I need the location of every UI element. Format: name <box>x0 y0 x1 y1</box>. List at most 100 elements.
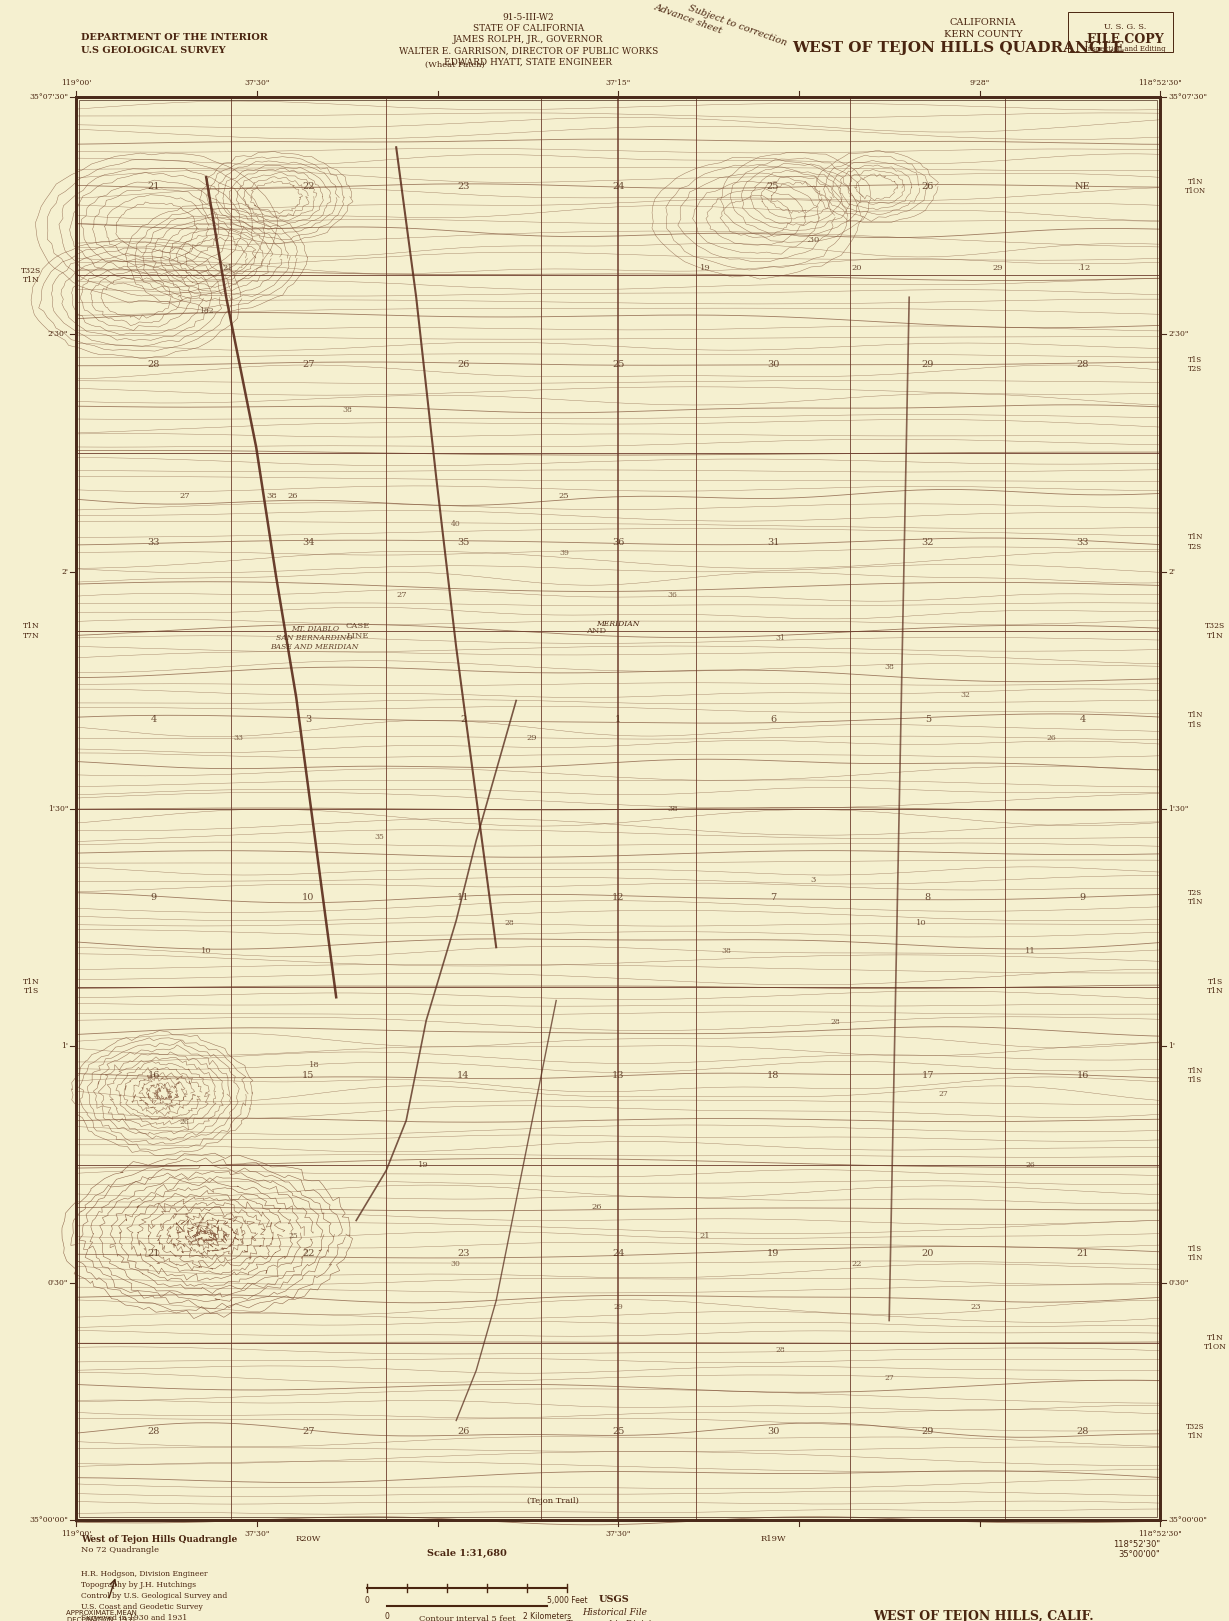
Text: 20: 20 <box>922 1250 934 1258</box>
Text: 20: 20 <box>852 264 862 272</box>
Text: 24: 24 <box>612 1250 624 1258</box>
Text: 29: 29 <box>922 360 934 368</box>
Text: 118°52'30": 118°52'30" <box>1138 1530 1182 1538</box>
Text: 17: 17 <box>922 1071 934 1080</box>
Text: 21: 21 <box>147 182 160 191</box>
Text: T1S
T1N: T1S T1N <box>1207 977 1224 995</box>
Text: 31: 31 <box>767 538 779 546</box>
Text: 23: 23 <box>457 182 469 191</box>
Text: 6: 6 <box>771 715 775 725</box>
Text: 23: 23 <box>971 1303 981 1311</box>
Text: 29: 29 <box>613 1303 623 1311</box>
Text: 15: 15 <box>302 1071 315 1080</box>
Text: NE: NE <box>1075 182 1090 191</box>
Text: MERIDIAN: MERIDIAN <box>596 619 640 627</box>
Text: 37'30": 37'30" <box>245 79 269 88</box>
Text: 182: 182 <box>199 306 214 314</box>
Text: T32S
T1N: T32S T1N <box>21 266 42 284</box>
Text: 40: 40 <box>451 520 461 528</box>
Text: STATE OF CALIFORNIA: STATE OF CALIFORNIA <box>473 24 584 34</box>
Text: 30: 30 <box>767 360 779 368</box>
Text: T1N
T2S: T1N T2S <box>1187 533 1203 551</box>
Text: Historical File: Historical File <box>583 1608 646 1618</box>
Text: 32: 32 <box>922 538 934 546</box>
Text: U.S GEOLOGICAL SURVEY: U.S GEOLOGICAL SURVEY <box>81 47 226 55</box>
Text: Scale 1:31,680: Scale 1:31,680 <box>428 1548 506 1558</box>
Text: 35°00'00": 35°00'00" <box>1118 1551 1160 1559</box>
Text: Inspection and Editing: Inspection and Editing <box>1085 45 1165 53</box>
Text: 3: 3 <box>811 875 816 883</box>
Text: 26: 26 <box>922 182 934 191</box>
Text: 3: 3 <box>305 715 312 725</box>
Text: T1S
T2S: T1S T2S <box>1188 355 1202 373</box>
Text: 22: 22 <box>302 182 315 191</box>
Text: T1N
T1S: T1N T1S <box>23 977 39 995</box>
Text: 27: 27 <box>179 491 190 499</box>
Text: 38: 38 <box>884 663 895 671</box>
Text: 27: 27 <box>396 592 407 600</box>
Text: 26: 26 <box>1025 1161 1035 1169</box>
Text: 9: 9 <box>151 893 156 903</box>
Text: 10: 10 <box>302 893 315 903</box>
Text: 28: 28 <box>830 1018 839 1026</box>
Text: 26: 26 <box>591 1203 602 1211</box>
Text: 5,000 Feet: 5,000 Feet <box>547 1597 587 1605</box>
Text: T1N
T1ON: T1N T1ON <box>1203 1334 1227 1352</box>
Text: 26: 26 <box>457 1426 469 1436</box>
Text: 0'30": 0'30" <box>1169 1279 1188 1287</box>
Text: 38: 38 <box>667 806 677 812</box>
Text: 1': 1' <box>61 1042 68 1050</box>
Text: 38: 38 <box>342 407 353 415</box>
Text: 19: 19 <box>767 1250 779 1258</box>
Text: 119°00': 119°00' <box>61 79 91 88</box>
Text: 25: 25 <box>612 360 624 368</box>
Text: 29: 29 <box>526 734 537 742</box>
Text: 28: 28 <box>1077 360 1089 368</box>
Text: 26: 26 <box>457 360 469 368</box>
Text: 16: 16 <box>1077 1071 1089 1080</box>
Text: T1N
T1ON: T1N T1ON <box>1185 178 1206 195</box>
Text: 28: 28 <box>1077 1426 1089 1436</box>
Text: 12: 12 <box>612 893 624 903</box>
Text: Surveyed in 1930 and 1931: Surveyed in 1930 and 1931 <box>81 1615 188 1621</box>
Text: WEST OF TEJON HILLS QUADRANGLE: WEST OF TEJON HILLS QUADRANGLE <box>793 41 1125 55</box>
Text: 11: 11 <box>1025 947 1036 955</box>
Bar <box>76 97 1160 1520</box>
Text: T1N
T7N: T1N T7N <box>23 622 39 640</box>
Text: 10: 10 <box>202 947 211 955</box>
Text: 119°00': 119°00' <box>61 1530 91 1538</box>
Text: 36: 36 <box>667 592 677 600</box>
Text: 26: 26 <box>179 1118 189 1127</box>
Text: 118°52'30": 118°52'30" <box>1113 1540 1160 1550</box>
Text: 1: 1 <box>614 715 622 725</box>
Text: 19: 19 <box>418 1161 429 1169</box>
Text: No 72 Quadrangle: No 72 Quadrangle <box>81 1546 160 1555</box>
Text: 21: 21 <box>699 1232 710 1240</box>
Text: 26: 26 <box>288 491 299 499</box>
Text: 35°07'30": 35°07'30" <box>1169 94 1207 101</box>
Text: 25: 25 <box>288 1232 297 1240</box>
Text: 26: 26 <box>1047 734 1057 742</box>
Text: U.S. Coast and Geodetic Survey: U.S. Coast and Geodetic Survey <box>81 1603 203 1611</box>
Text: 33: 33 <box>234 734 243 742</box>
Text: Advance sheet: Advance sheet <box>653 2 724 36</box>
Text: 23: 23 <box>457 1250 469 1258</box>
Text: 32: 32 <box>960 691 970 699</box>
Text: 25: 25 <box>559 491 569 499</box>
Text: 35°00'00": 35°00'00" <box>29 1517 68 1524</box>
Text: 27: 27 <box>302 360 315 368</box>
Text: R19W: R19W <box>761 1535 785 1543</box>
Text: 18: 18 <box>310 1062 320 1070</box>
Text: 2': 2' <box>1169 567 1175 575</box>
Text: APPROXIMATE MEAN
DECLINATION, 1931: APPROXIMATE MEAN DECLINATION, 1931 <box>66 1611 136 1621</box>
Text: WEST OF TEJON HILLS, CALIF.: WEST OF TEJON HILLS, CALIF. <box>873 1611 1094 1621</box>
Text: 27: 27 <box>939 1089 949 1097</box>
Text: 39: 39 <box>559 548 569 556</box>
Text: 37'30": 37'30" <box>606 1530 630 1538</box>
Text: 21: 21 <box>147 1250 160 1258</box>
Text: 18: 18 <box>767 1071 779 1080</box>
Text: FILE COPY: FILE COPY <box>1086 32 1164 45</box>
Text: T2S
T1N: T2S T1N <box>1187 890 1203 906</box>
Text: T1N
T1S: T1N T1S <box>1187 1067 1203 1084</box>
Text: 2'30": 2'30" <box>48 331 68 339</box>
